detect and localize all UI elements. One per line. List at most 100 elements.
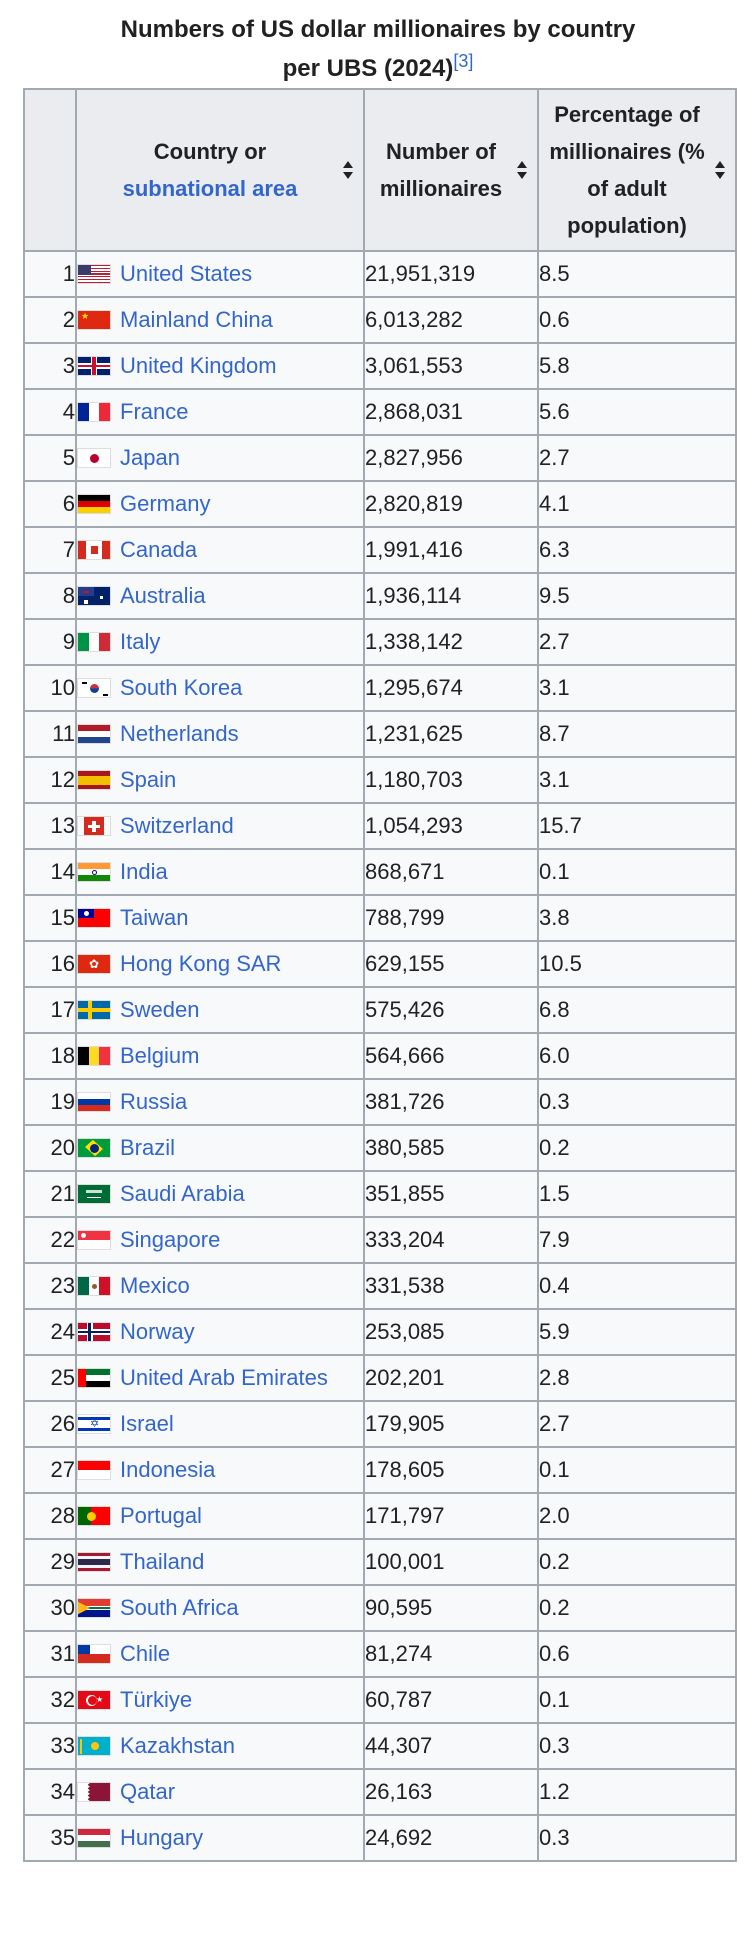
country-link[interactable]: Chile <box>120 1641 171 1666</box>
subnational-area-link[interactable]: subnational area <box>122 176 298 201</box>
country-link[interactable]: Australia <box>120 583 206 608</box>
country-link[interactable]: Germany <box>120 491 211 516</box>
percentage-cell: 6.0 <box>537 1032 737 1080</box>
country-cell: France <box>75 388 365 436</box>
header-percentage-text: Percentage of millionaires (% of adult p… <box>549 102 705 238</box>
country-link[interactable]: Hong Kong SAR <box>120 951 282 976</box>
country-cell: Portugal <box>75 1492 365 1540</box>
table-row: 15 Taiwan 788,799 3.8 <box>23 894 737 942</box>
country-link[interactable]: Canada <box>120 537 198 562</box>
percentage-cell: 0.3 <box>537 1722 737 1770</box>
rank-cell: 22 <box>23 1216 77 1264</box>
country-link[interactable]: Mainland China <box>120 307 273 332</box>
country-cell: Saudi Arabia <box>75 1170 365 1218</box>
country-link[interactable]: United Arab Emirates <box>120 1365 328 1390</box>
percentage-cell: 1.5 <box>537 1170 737 1218</box>
country-link[interactable]: Russia <box>120 1089 188 1114</box>
country-link[interactable]: Netherlands <box>120 721 239 746</box>
millionaires-count-cell: 178,605 <box>363 1446 539 1494</box>
millionaires-count-cell: 1,295,674 <box>363 664 539 712</box>
header-country[interactable]: Country or subnational area <box>75 88 365 252</box>
table-row: 2 ★ Mainland China 6,013,282 0.6 <box>23 296 737 344</box>
rank-cell: 15 <box>23 894 77 942</box>
country-link[interactable]: Spain <box>120 767 177 792</box>
country-link[interactable]: Indonesia <box>120 1457 216 1482</box>
flag-icon-hu <box>77 1828 111 1848</box>
sort-icon[interactable] <box>517 161 527 179</box>
flag-icon-za <box>77 1598 111 1618</box>
country-link[interactable]: Portugal <box>120 1503 202 1528</box>
country-link[interactable]: Saudi Arabia <box>120 1181 245 1206</box>
table-row: 20 Brazil 380,585 0.2 <box>23 1124 737 1172</box>
sort-icon[interactable] <box>715 161 725 179</box>
percentage-cell: 5.6 <box>537 388 737 436</box>
table-row: 6 Germany 2,820,819 4.1 <box>23 480 737 528</box>
country-link[interactable]: Norway <box>120 1319 195 1344</box>
table-row: 9 Italy 1,338,142 2.7 <box>23 618 737 666</box>
millionaires-count-cell: 100,001 <box>363 1538 539 1586</box>
flag-icon-il: ✡ <box>77 1414 111 1434</box>
country-cell: South Korea <box>75 664 365 712</box>
percentage-cell: 0.6 <box>537 296 737 344</box>
country-link[interactable]: Kazakhstan <box>120 1733 235 1758</box>
table-row: 23 Mexico 331,538 0.4 <box>23 1262 737 1310</box>
table-row: 18 Belgium 564,666 6.0 <box>23 1032 737 1080</box>
millionaires-count-cell: 171,797 <box>363 1492 539 1540</box>
table-row: 10 South Korea 1,295,674 3.1 <box>23 664 737 712</box>
percentage-cell: 0.2 <box>537 1538 737 1586</box>
millionaires-count-cell: 21,951,319 <box>363 250 539 298</box>
millionaires-count-cell: 351,855 <box>363 1170 539 1218</box>
rank-cell: 6 <box>23 480 77 528</box>
country-link[interactable]: United States <box>120 261 253 286</box>
caption-line-2: per UBS (2024)[3] <box>0 49 756 88</box>
flag-icon-hk: ✿ <box>77 954 111 974</box>
rank-cell: 20 <box>23 1124 77 1172</box>
country-link[interactable]: India <box>120 859 168 884</box>
flag-icon-es <box>77 770 111 790</box>
country-cell: Indonesia <box>75 1446 365 1494</box>
country-link[interactable]: Switzerland <box>120 813 234 838</box>
rank-cell: 31 <box>23 1630 77 1678</box>
flag-icon-nl <box>77 724 111 744</box>
millionaires-count-cell: 253,085 <box>363 1308 539 1356</box>
country-link[interactable]: Italy <box>120 629 161 654</box>
percentage-cell: 7.9 <box>537 1216 737 1264</box>
percentage-cell: 2.7 <box>537 1400 737 1448</box>
country-link[interactable]: Thailand <box>120 1549 205 1574</box>
country-link[interactable]: Singapore <box>120 1227 221 1252</box>
header-percentage[interactable]: Percentage of millionaires (% of adult p… <box>537 88 737 252</box>
reference-link[interactable]: [3] <box>453 51 474 71</box>
country-link[interactable]: Belgium <box>120 1043 200 1068</box>
country-cell: South Africa <box>75 1584 365 1632</box>
sort-icon[interactable] <box>343 161 353 179</box>
country-link[interactable]: Israel <box>120 1411 174 1436</box>
country-cell: Netherlands <box>75 710 365 758</box>
country-link[interactable]: France <box>120 399 189 424</box>
country-link[interactable]: Japan <box>120 445 180 470</box>
millionaires-count-cell: 380,585 <box>363 1124 539 1172</box>
percentage-cell: 6.8 <box>537 986 737 1034</box>
country-cell: Singapore <box>75 1216 365 1264</box>
country-cell: ✡ Israel <box>75 1400 365 1448</box>
country-link[interactable]: South Africa <box>120 1595 239 1620</box>
table-row: 5 Japan 2,827,956 2.7 <box>23 434 737 482</box>
country-link[interactable]: Taiwan <box>120 905 189 930</box>
header-row: Country or subnational area Number of mi… <box>23 88 737 252</box>
country-link[interactable]: Hungary <box>120 1825 204 1850</box>
header-number[interactable]: Number of millionaires <box>363 88 539 252</box>
country-link[interactable]: Brazil <box>120 1135 176 1160</box>
flag-icon-br <box>77 1138 111 1158</box>
country-link[interactable]: Qatar <box>120 1779 176 1804</box>
millionaires-count-cell: 331,538 <box>363 1262 539 1310</box>
country-link[interactable]: South Korea <box>120 675 243 700</box>
country-link[interactable]: Sweden <box>120 997 200 1022</box>
country-cell: Mexico <box>75 1262 365 1310</box>
flag-icon-th <box>77 1552 111 1572</box>
country-link[interactable]: United Kingdom <box>120 353 277 378</box>
table-row: 25 United Arab Emirates 202,201 2.8 <box>23 1354 737 1402</box>
percentage-cell: 3.8 <box>537 894 737 942</box>
flag-icon-kr <box>77 678 111 698</box>
country-link[interactable]: Türkiye <box>120 1687 193 1712</box>
country-link[interactable]: Mexico <box>120 1273 190 1298</box>
millionaires-count-cell: 44,307 <box>363 1722 539 1770</box>
